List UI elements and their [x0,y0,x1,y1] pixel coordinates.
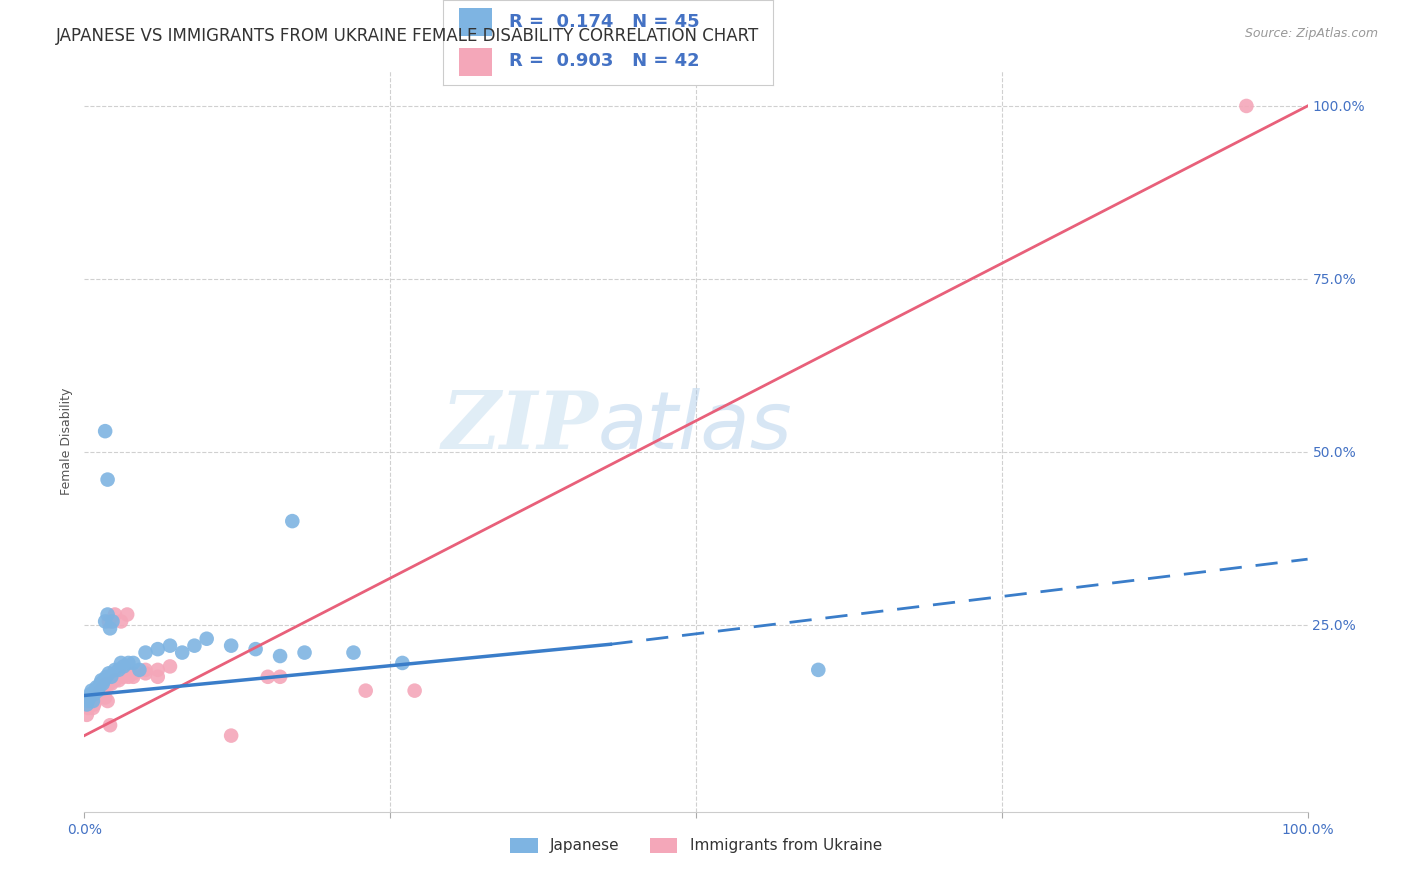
Point [281,514,304,528]
Point [77,694,100,708]
Text: Source: ZipAtlas.com: Source: ZipAtlas.com [1244,27,1378,40]
Point [112,670,135,684]
Point [104,673,127,688]
Point [159,639,181,653]
Point [93,673,115,688]
Point [294,646,316,660]
Legend: Japanese, Immigrants from Ukraine: Japanese, Immigrants from Ukraine [503,831,889,860]
Point [77,701,100,715]
Point [89,676,111,690]
Point [94,690,117,705]
Point [128,663,150,677]
Point [269,670,291,684]
Point [146,670,169,684]
Point [97,666,120,681]
Point [83,687,105,701]
Point [107,663,129,677]
Point [807,663,830,677]
Point [84,694,107,708]
Point [97,676,120,690]
Point [117,670,139,684]
Point [76,698,98,712]
Point [183,639,205,653]
Point [135,666,157,681]
Point [172,646,194,660]
FancyBboxPatch shape [460,8,492,36]
Point [159,659,181,673]
Point [146,642,169,657]
Point [391,656,413,670]
Point [82,701,104,715]
Point [97,607,120,622]
Point [110,615,132,629]
Point [122,656,145,670]
Point [98,718,121,732]
Point [1236,99,1258,113]
Point [107,673,129,688]
Point [79,687,101,701]
Point [404,683,426,698]
Point [77,690,100,705]
FancyBboxPatch shape [460,48,492,77]
Point [269,648,291,663]
Point [101,615,124,629]
Point [87,690,110,705]
Text: ZIP: ZIP [441,388,598,466]
Point [87,683,110,698]
Text: JAPANESE VS IMMIGRANTS FROM UKRAINE FEMALE DISABILITY CORRELATION CHART: JAPANESE VS IMMIGRANTS FROM UKRAINE FEMA… [56,27,759,45]
Point [94,424,117,438]
Point [97,694,120,708]
Point [97,473,120,487]
Point [115,607,138,622]
Point [87,680,110,694]
Point [93,683,115,698]
Point [96,670,118,684]
Point [342,646,364,660]
Point [110,656,132,670]
Point [83,698,105,712]
Point [86,690,108,705]
Point [76,707,98,722]
Point [219,639,242,653]
Point [80,690,103,705]
Point [94,615,117,629]
Point [90,673,112,688]
Point [96,676,118,690]
Point [98,621,121,635]
Text: R =  0.903   N = 42: R = 0.903 N = 42 [509,52,700,70]
Point [82,694,104,708]
Point [89,683,111,698]
Point [257,670,280,684]
Point [122,666,145,681]
Point [219,729,242,743]
Point [245,642,267,657]
Point [86,680,108,694]
Point [122,670,145,684]
Text: R =  0.174   N = 45: R = 0.174 N = 45 [509,12,700,30]
Point [79,694,101,708]
Point [135,646,157,660]
Point [135,663,157,677]
Point [146,663,169,677]
Point [87,687,110,701]
Y-axis label: Female Disability: Female Disability [60,388,73,495]
Point [91,680,114,694]
Point [100,676,122,690]
Point [117,656,139,670]
Point [112,659,135,673]
Text: atlas: atlas [598,388,793,466]
Point [80,683,103,698]
Point [195,632,218,646]
Point [97,615,120,629]
Point [104,663,127,677]
Point [104,607,127,622]
Point [90,683,112,698]
Point [77,698,100,712]
Point [84,683,107,698]
Point [91,676,114,690]
Point [100,670,122,684]
Point [354,683,377,698]
